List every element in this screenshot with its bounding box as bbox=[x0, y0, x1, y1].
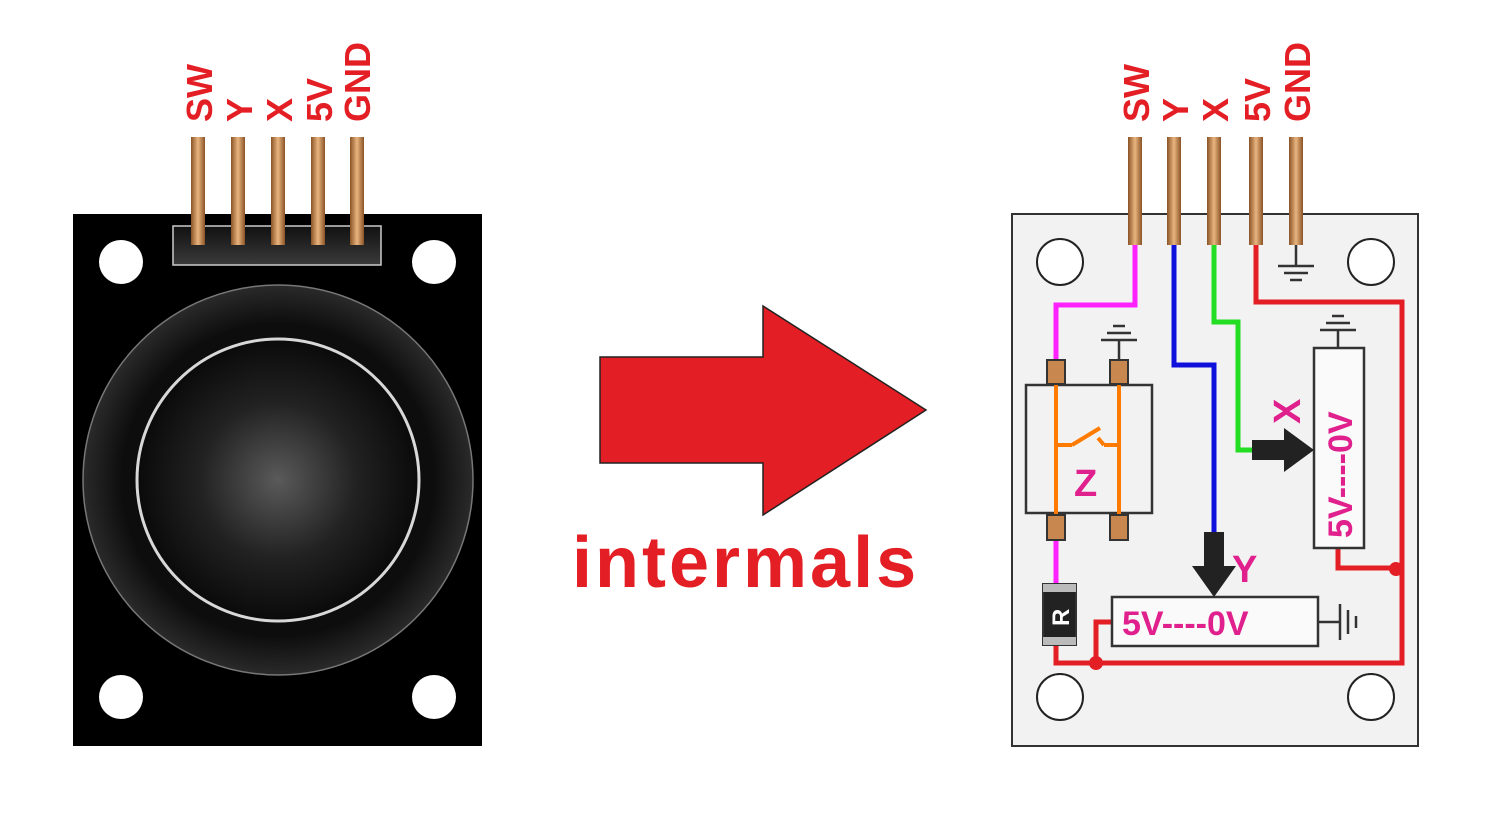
mount-hole-bl bbox=[99, 675, 143, 719]
joystick-knob bbox=[135, 337, 421, 623]
pin-label-5v: 5V bbox=[299, 78, 340, 122]
pot-x-axis-label: X bbox=[1267, 398, 1309, 424]
wire-x bbox=[1211, 245, 1252, 453]
pin-label-sw: SW bbox=[179, 64, 220, 122]
pin-label-gnd: GND bbox=[1277, 42, 1318, 122]
mount-hole-tl bbox=[99, 240, 143, 284]
pin-label-y: Y bbox=[219, 98, 260, 122]
pin-y bbox=[231, 137, 245, 245]
junction-dot bbox=[1389, 562, 1403, 576]
mount-hole-bl-r bbox=[1036, 673, 1084, 721]
right-pin-labels: SW Y X 5V GND bbox=[1116, 42, 1318, 122]
wiper-arrow-icon bbox=[1192, 532, 1236, 597]
pin-label-gnd: GND bbox=[337, 42, 378, 122]
resistor-r: R bbox=[1042, 583, 1077, 646]
wire-sw bbox=[1053, 245, 1138, 360]
right-arrow-icon bbox=[599, 304, 928, 517]
left-pins bbox=[191, 137, 364, 245]
pin-label-5v: 5V bbox=[1237, 78, 1278, 122]
right-pins bbox=[1128, 137, 1303, 245]
pot-y-range: 5V----0V bbox=[1122, 605, 1249, 643]
pot-y-body bbox=[1110, 595, 1320, 648]
pot-x-range: 5V----0V bbox=[1322, 411, 1360, 538]
switch-body bbox=[1024, 383, 1154, 515]
wire-5v-x-pot bbox=[1335, 548, 1402, 571]
wiper-arrow-icon bbox=[1252, 428, 1314, 472]
ground-icon bbox=[1278, 245, 1314, 282]
pin-y bbox=[1167, 137, 1181, 245]
resistor-label: R bbox=[1048, 609, 1075, 626]
pin-gnd bbox=[350, 137, 364, 245]
mount-hole-tl-r bbox=[1036, 238, 1084, 286]
ground-icon bbox=[1101, 324, 1137, 360]
pin-x bbox=[271, 137, 285, 245]
pin-gnd bbox=[1289, 137, 1303, 245]
wire-5v bbox=[1096, 245, 1405, 666]
caption: intermals bbox=[572, 523, 919, 603]
ground-icon bbox=[1318, 604, 1358, 640]
pin-label-sw: SW bbox=[1116, 64, 1157, 122]
pot-y-axis-label: Y bbox=[1232, 549, 1257, 591]
wire-y bbox=[1171, 245, 1217, 532]
pin-sw bbox=[1128, 137, 1142, 245]
mount-hole-tr-r bbox=[1347, 238, 1395, 286]
left-pin-labels: SW Y X 5V GND bbox=[179, 42, 378, 122]
ground-icon bbox=[1320, 314, 1356, 348]
pot-y: 5V----0V Y bbox=[1110, 532, 1320, 648]
mount-hole-tr bbox=[412, 240, 456, 284]
internal-schematic: Z R 5V----0V X 5V----0V Y bbox=[1011, 42, 1419, 747]
mount-hole-br-r bbox=[1347, 673, 1395, 721]
pin-label-y: Y bbox=[1155, 98, 1196, 122]
pot-x: 5V----0V X bbox=[1252, 346, 1366, 550]
mount-hole-br bbox=[412, 675, 456, 719]
switch-label: Z bbox=[1074, 463, 1097, 505]
pin-sw bbox=[191, 137, 205, 245]
physical-module: SW Y X 5V GND bbox=[73, 42, 482, 746]
pin-5v bbox=[1249, 137, 1263, 245]
pot-x-body bbox=[1312, 346, 1366, 550]
switch-z: Z bbox=[1024, 359, 1154, 541]
pin-x bbox=[1207, 137, 1221, 245]
pin-label-x: X bbox=[259, 98, 300, 122]
pin-5v bbox=[311, 137, 325, 245]
junction-dot bbox=[1089, 656, 1103, 670]
pin-label-x: X bbox=[1195, 98, 1236, 122]
